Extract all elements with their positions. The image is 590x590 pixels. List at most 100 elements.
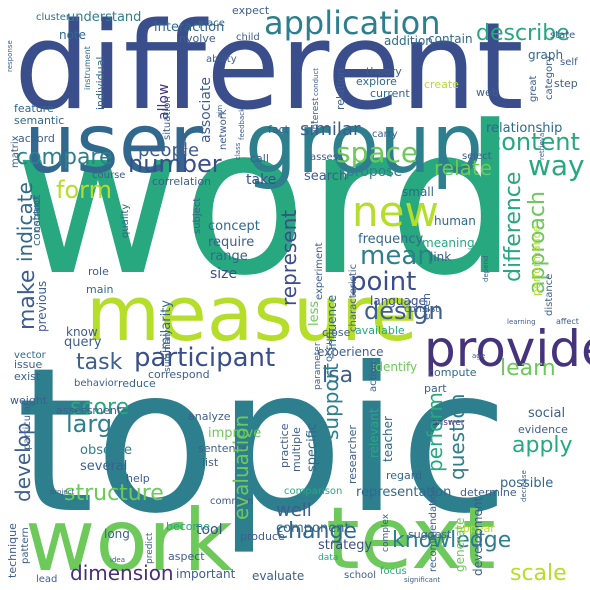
word-perform: perform xyxy=(423,392,447,472)
word-representation: representation xyxy=(356,485,451,500)
word-semantic: semantic xyxy=(14,114,64,127)
word-correspond: correspond xyxy=(148,368,210,381)
word-long: long xyxy=(104,527,130,541)
word-form: form xyxy=(56,176,112,204)
word-teacher: teacher xyxy=(381,416,395,462)
word-human: human xyxy=(434,214,476,228)
word-subject: subject xyxy=(192,198,203,234)
word-sentence: sentence xyxy=(198,442,249,455)
word-analyze: analyze xyxy=(188,410,231,423)
word-control: control xyxy=(32,197,43,232)
word-compare: compare xyxy=(16,145,113,170)
word-individual: individual xyxy=(94,57,107,110)
word-relationship: relationship xyxy=(486,121,562,136)
word-people: people xyxy=(138,140,199,161)
word-work: work xyxy=(25,491,233,590)
word-weight: weight xyxy=(10,394,48,407)
word-even: even xyxy=(420,293,433,320)
word-category: category xyxy=(544,56,555,100)
word-assess: assess xyxy=(310,152,343,163)
word-develop: develop xyxy=(11,422,35,502)
word-cluster: cluster xyxy=(36,12,71,23)
word-issue: issue xyxy=(14,358,42,371)
word-measure: measure xyxy=(86,269,417,358)
word-graph: graph xyxy=(528,48,563,62)
word-represent: represent xyxy=(277,210,301,306)
word-meaning: meaning xyxy=(422,236,475,250)
word-word: word xyxy=(14,83,518,321)
word-compute: compute xyxy=(428,366,477,379)
word-topic: topic xyxy=(16,325,509,558)
word-associate: associate xyxy=(198,77,214,143)
word-involve: involve xyxy=(176,32,216,45)
word-tool: tool xyxy=(196,522,223,538)
word-suggest: suggest xyxy=(408,528,452,541)
word-concept: concept xyxy=(208,219,260,234)
word-distance: distance xyxy=(544,274,555,316)
word-course: course xyxy=(92,170,125,181)
word-learn: learn xyxy=(500,356,556,381)
word-size: size xyxy=(210,266,237,282)
word-experiment: experiment xyxy=(314,242,325,300)
word-reduce: reduce xyxy=(118,377,156,390)
word-project: project xyxy=(50,488,75,496)
word-determine: determine xyxy=(460,486,517,499)
word-different: different xyxy=(14,0,524,137)
word-propose: propose xyxy=(346,164,402,180)
word-technique: technique xyxy=(6,523,19,578)
word-design: design xyxy=(364,297,444,325)
word-change: change xyxy=(276,519,357,544)
word-evidence: evidence xyxy=(518,423,568,436)
word-know: know xyxy=(66,325,98,339)
word-range: range xyxy=(210,249,248,264)
word-school: school xyxy=(344,570,376,581)
word-component: component xyxy=(276,521,350,536)
word-similarity: similarity xyxy=(159,300,174,360)
word-allow: allow xyxy=(156,84,172,120)
word-regard: regard xyxy=(386,469,422,482)
word-parameter: parameter xyxy=(313,342,323,390)
word-theory: theory xyxy=(366,65,402,78)
word-self: self xyxy=(560,57,578,68)
word-quality: quality xyxy=(120,204,131,238)
word-interest: interest xyxy=(311,97,321,132)
word-characteristic: characteristic xyxy=(348,264,359,332)
word-particular: particular xyxy=(22,401,33,450)
word-help: help xyxy=(126,472,150,485)
word-exist: exist xyxy=(14,370,41,383)
word-influence: influence xyxy=(325,295,339,350)
word-situation: situation xyxy=(162,96,173,140)
word-generate: generate xyxy=(453,518,467,572)
word-aspect: aspect xyxy=(168,550,205,563)
word-make: make xyxy=(15,270,40,330)
word-note: note xyxy=(59,28,86,42)
word-apply: apply xyxy=(512,433,573,458)
word-link: link xyxy=(430,250,451,264)
word-text: text xyxy=(326,489,496,589)
word-contain: contain xyxy=(428,32,473,46)
word-less: less xyxy=(307,301,322,326)
word-lead: lead xyxy=(36,574,57,585)
word-provide: provide xyxy=(424,320,590,378)
word-social: social xyxy=(528,406,565,421)
word-age: age xyxy=(472,352,485,360)
word-point: point xyxy=(350,267,416,297)
word-vector: vector xyxy=(14,350,47,361)
word-predict: predict xyxy=(145,532,155,564)
word-approach: approach xyxy=(525,191,550,294)
word-carry: carry xyxy=(372,129,398,140)
word-occur: occur xyxy=(324,334,335,362)
word-performance: performance xyxy=(530,225,543,296)
word-decrease: decrease xyxy=(520,470,528,502)
word-comparison: comparison xyxy=(284,486,342,497)
word-specific: specific xyxy=(305,423,320,472)
word-development: development xyxy=(471,497,485,576)
word-observe: observe xyxy=(80,443,132,458)
word-state: state xyxy=(550,30,575,41)
word-possible: possible xyxy=(500,476,553,491)
word-accord: accord xyxy=(18,132,55,145)
word-space: space xyxy=(336,136,418,169)
word-select: select xyxy=(462,151,492,162)
word-role: role xyxy=(88,265,109,278)
word-create: create xyxy=(424,78,459,91)
